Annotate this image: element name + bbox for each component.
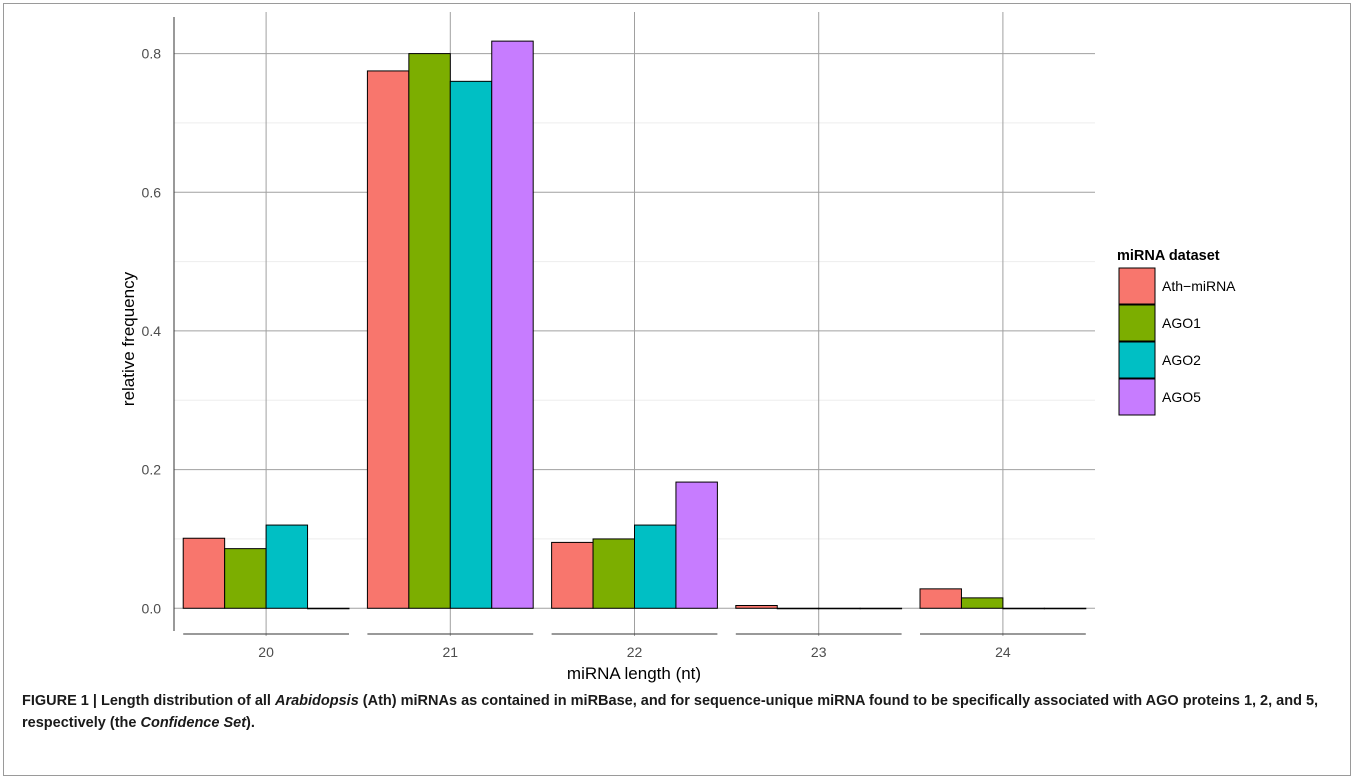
bar <box>182 537 226 609</box>
bar <box>551 541 594 609</box>
x-tick-label: 23 <box>811 644 827 660</box>
x-tick-labels: 20 21 22 23 24 <box>258 644 1011 660</box>
bar <box>1043 607 1087 610</box>
bar <box>307 607 350 610</box>
bar <box>960 597 1004 609</box>
bar <box>366 70 410 609</box>
legend-label: Ath−miRNA <box>1162 278 1236 294</box>
x-tick-label: 22 <box>627 644 643 660</box>
bar <box>776 607 820 610</box>
figure-caption: FIGURE 1 | Length distribution of all Ar… <box>22 690 1322 734</box>
bar <box>1002 607 1045 610</box>
legend-label: AGO5 <box>1162 389 1201 405</box>
bar <box>859 607 903 610</box>
legend-swatch <box>1118 304 1156 342</box>
legend-title: miRNA dataset <box>1117 248 1220 264</box>
bar <box>592 538 635 609</box>
legend-swatch <box>1118 267 1156 305</box>
y-tick-labels: 0.0 0.2 0.4 0.6 0.8 <box>142 46 162 617</box>
bar <box>265 524 309 609</box>
caption-tail: ). <box>246 715 255 731</box>
bar <box>675 481 718 609</box>
y-tick-label: 0.2 <box>142 462 162 478</box>
axes <box>173 17 1086 635</box>
x-tick-label: 24 <box>995 644 1011 660</box>
bars <box>182 40 1087 610</box>
caption-lead: FIGURE 1 | Length distribution of all <box>22 693 275 709</box>
caption-italic-set: Confidence Set <box>140 715 247 731</box>
y-tick-label: 0.6 <box>142 184 162 200</box>
y-axis-label: relative frequency <box>119 271 138 406</box>
bar <box>449 80 493 609</box>
legend: miRNA dataset Ath−miRNA AGO1 AGO2 AGO5 <box>1117 248 1236 416</box>
legend-label: AGO1 <box>1162 315 1201 331</box>
y-tick-label: 0.8 <box>142 46 162 62</box>
legend-swatch <box>1118 378 1156 416</box>
bar <box>408 53 451 609</box>
bar <box>634 524 677 609</box>
legend-label: AGO2 <box>1162 352 1201 368</box>
y-tick-label: 0.0 <box>142 600 162 616</box>
bar <box>491 40 534 609</box>
bar <box>818 607 861 610</box>
legend-swatch <box>1118 341 1156 379</box>
y-tick-label: 0.4 <box>142 323 162 339</box>
bar <box>919 588 962 609</box>
bar-chart: 0.0 0.2 0.4 0.6 0.8 20 21 22 23 24 miRNA length … <box>119 12 1236 683</box>
x-axis-label: miRNA length (nt) <box>567 664 701 683</box>
bar <box>224 548 267 609</box>
figure-frame <box>3 3 1351 776</box>
caption-italic-species: Arabidopsis <box>274 693 359 709</box>
caption-mid: (Ath) miRNAs as contained in miRBase, an… <box>22 693 1319 731</box>
x-tick-label: 20 <box>258 644 274 660</box>
bar <box>735 604 778 609</box>
x-tick-label: 21 <box>443 644 459 660</box>
